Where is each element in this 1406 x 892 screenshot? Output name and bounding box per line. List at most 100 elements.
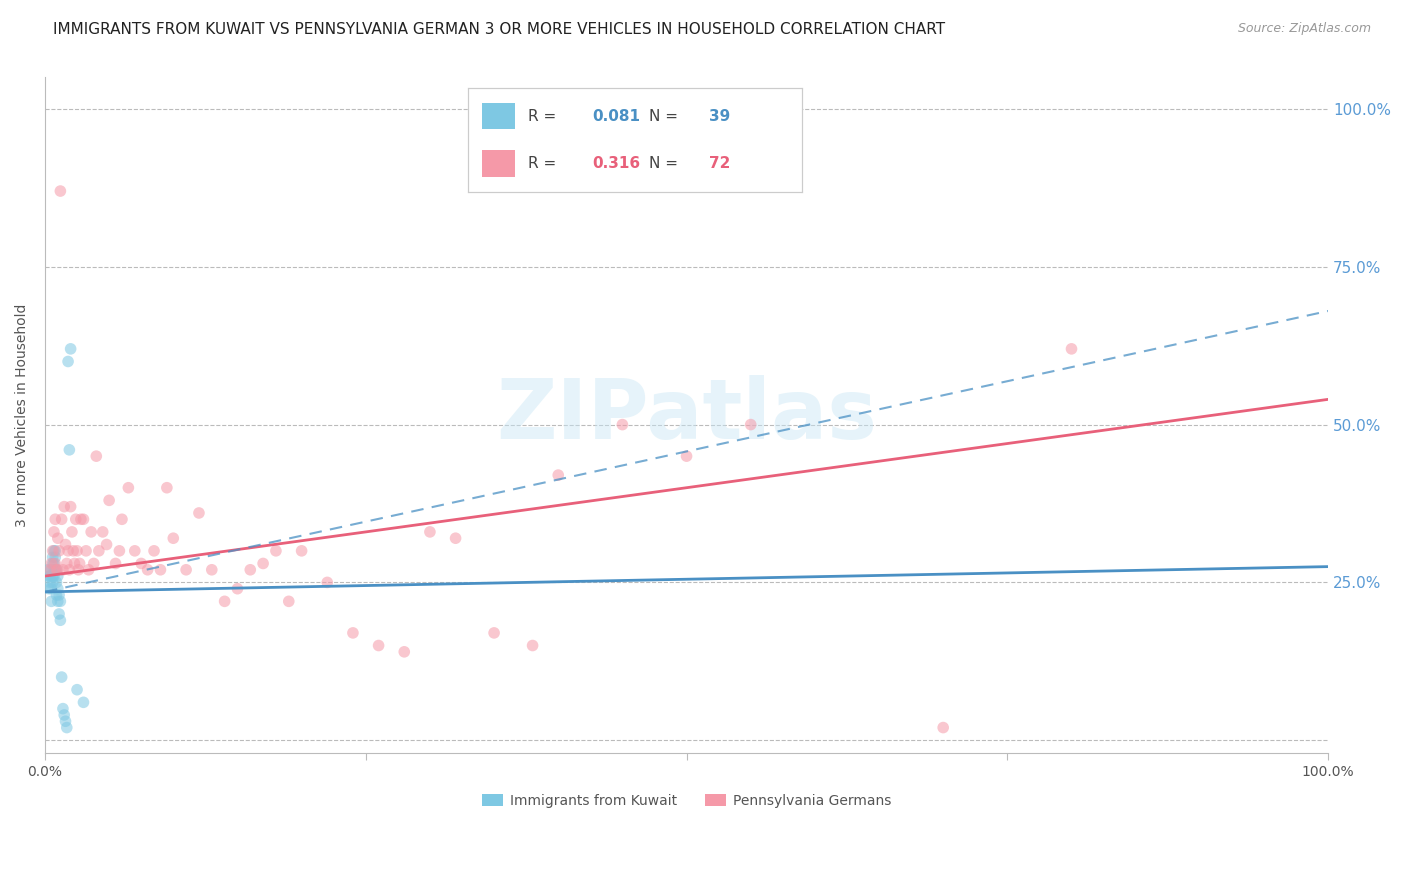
Point: [108, 544, 131, 558]
Point: [42, 557, 65, 571]
Point: [44, 512, 66, 526]
Point: [162, 531, 184, 545]
Point: [291, 544, 314, 558]
Point: [72, 512, 94, 526]
Point: [55, 537, 77, 551]
Point: [39, 569, 62, 583]
Point: [98, 493, 121, 508]
Point: [143, 544, 166, 558]
Point: [70, 512, 93, 526]
Point: [44, 550, 66, 565]
Point: [45, 588, 67, 602]
Point: [156, 481, 179, 495]
Point: [612, 417, 634, 432]
Point: [56, 557, 79, 571]
Point: [38, 569, 60, 583]
Point: [49, 594, 72, 608]
Point: [91, 524, 114, 539]
Point: [39, 575, 62, 590]
Point: [48, 607, 70, 621]
Point: [214, 594, 236, 608]
Point: [226, 582, 249, 596]
Point: [42, 544, 65, 558]
Point: [51, 670, 73, 684]
Point: [52, 701, 75, 715]
Point: [42, 563, 65, 577]
Point: [41, 594, 63, 608]
Point: [41, 557, 63, 571]
Point: [367, 639, 389, 653]
Point: [60, 524, 83, 539]
Point: [342, 626, 364, 640]
Point: [124, 544, 146, 558]
Point: [49, 613, 72, 627]
Point: [104, 557, 127, 571]
Point: [66, 682, 89, 697]
Point: [87, 544, 110, 558]
Point: [46, 582, 69, 596]
Point: [39, 563, 62, 577]
Point: [59, 500, 82, 514]
Point: [62, 544, 84, 558]
Point: [67, 563, 90, 577]
Point: [65, 512, 87, 526]
Point: [41, 582, 63, 596]
Point: [41, 569, 63, 583]
Point: [45, 563, 67, 577]
Text: Source: ZipAtlas.com: Source: ZipAtlas.com: [1237, 22, 1371, 36]
Point: [45, 575, 67, 590]
Point: [46, 569, 69, 583]
Point: [252, 557, 274, 571]
Point: [239, 563, 262, 577]
Point: [44, 544, 66, 558]
Point: [72, 695, 94, 709]
Point: [41, 550, 63, 565]
Point: [48, 588, 70, 602]
Point: [547, 468, 569, 483]
Point: [740, 417, 762, 432]
Point: [75, 544, 97, 558]
Point: [46, 531, 69, 545]
Point: [482, 626, 505, 640]
Point: [149, 563, 172, 577]
Point: [44, 563, 66, 577]
Point: [174, 563, 197, 577]
Point: [56, 354, 79, 368]
Point: [56, 721, 79, 735]
Point: [37, 563, 59, 577]
Point: [41, 544, 63, 558]
Point: [277, 594, 299, 608]
Y-axis label: 3 or more Vehicles in Household: 3 or more Vehicles in Household: [15, 303, 30, 527]
Point: [56, 544, 79, 558]
Point: [84, 449, 107, 463]
Point: [44, 557, 66, 571]
Point: [264, 544, 287, 558]
Point: [41, 557, 63, 571]
Point: [69, 557, 91, 571]
Legend: Immigrants from Kuwait, Pennsylvania Germans: Immigrants from Kuwait, Pennsylvania Ger…: [477, 789, 897, 814]
Point: [41, 563, 63, 577]
Point: [58, 442, 80, 457]
Point: [117, 481, 139, 495]
Point: [111, 512, 134, 526]
Point: [38, 582, 60, 596]
Point: [316, 575, 339, 590]
Point: [63, 557, 86, 571]
Point: [201, 563, 224, 577]
Point: [83, 557, 105, 571]
Point: [52, 563, 75, 577]
Point: [53, 500, 76, 514]
Point: [53, 708, 76, 723]
Point: [66, 544, 89, 558]
Point: [675, 449, 697, 463]
Text: ZIPatlas: ZIPatlas: [496, 375, 877, 456]
Point: [188, 506, 211, 520]
Point: [932, 721, 955, 735]
Point: [77, 563, 100, 577]
Point: [59, 342, 82, 356]
Point: [444, 531, 467, 545]
Point: [522, 639, 544, 653]
Point: [42, 524, 65, 539]
Point: [46, 563, 69, 577]
Point: [48, 544, 70, 558]
